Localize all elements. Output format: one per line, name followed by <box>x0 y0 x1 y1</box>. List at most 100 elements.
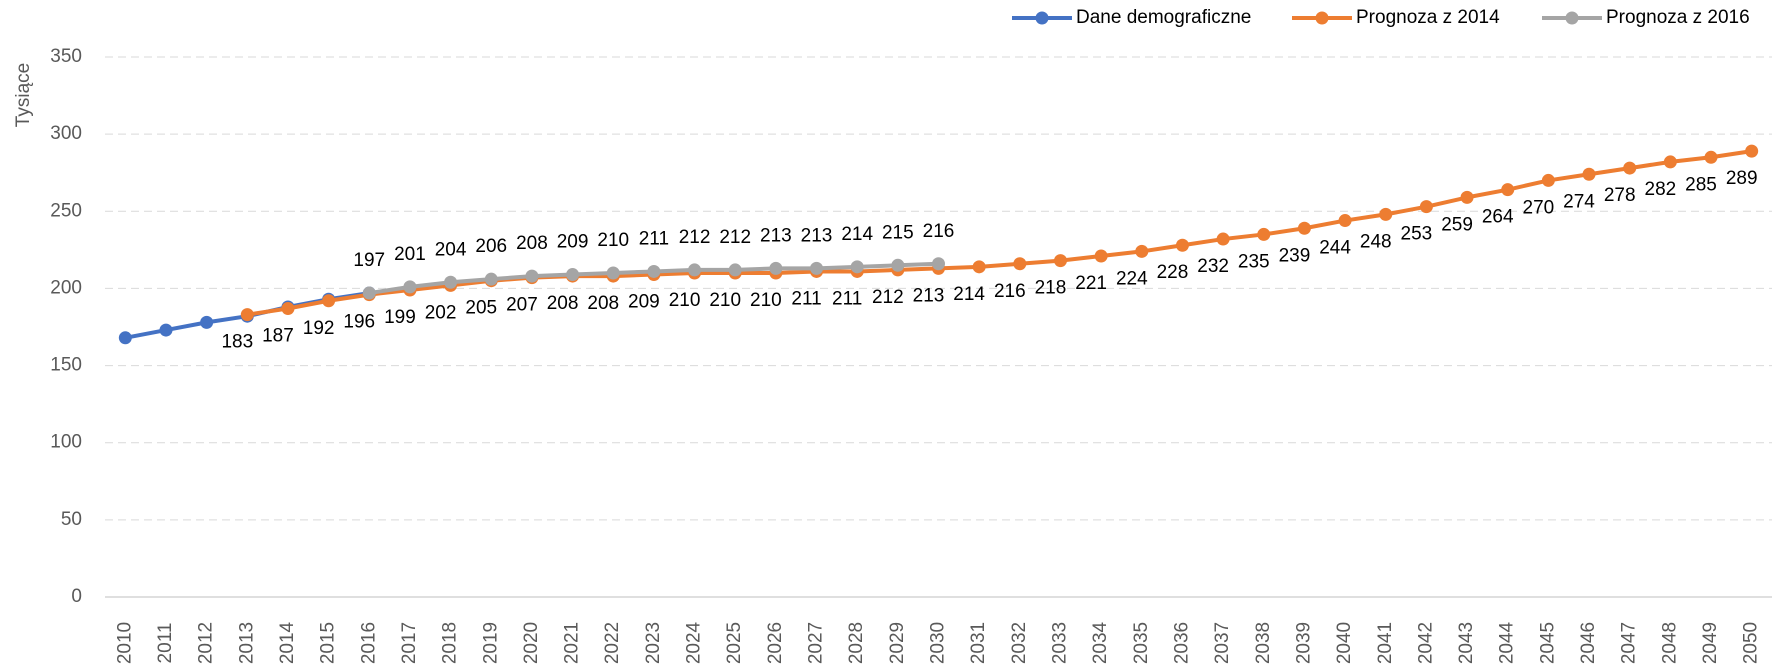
point <box>1379 207 1393 221</box>
data-label: 204 <box>435 239 467 260</box>
point <box>1013 257 1027 271</box>
point <box>606 266 620 280</box>
point <box>322 294 336 308</box>
data-label: 212 <box>719 227 751 248</box>
x-tick-label: 2046 <box>1578 622 1599 664</box>
x-tick-label: 2010 <box>114 622 135 664</box>
y-tick-label: 250 <box>50 200 82 221</box>
x-tick-label: 2013 <box>236 622 257 664</box>
x-tick-label: 2025 <box>724 622 745 664</box>
x-tick-label: 2020 <box>521 622 542 664</box>
legend-marker <box>1315 11 1329 25</box>
legend-label: Dane demograficzne <box>1076 7 1251 28</box>
point <box>159 323 173 337</box>
point <box>1663 155 1677 169</box>
data-label: 248 <box>1360 231 1392 252</box>
data-label: 208 <box>516 233 548 254</box>
data-label: 210 <box>709 290 741 311</box>
point <box>240 308 254 322</box>
data-label: 208 <box>587 293 619 314</box>
point <box>850 260 864 274</box>
data-label: 235 <box>1238 251 1270 272</box>
point <box>769 261 783 275</box>
data-label: 210 <box>750 290 782 311</box>
x-tick-label: 2032 <box>1009 622 1030 664</box>
x-tick-label: 2044 <box>1497 621 1518 664</box>
y-axis-label: Tysiące <box>13 63 34 127</box>
point <box>1338 214 1352 228</box>
x-tick-label: 2047 <box>1619 622 1640 664</box>
x-tick-label: 2031 <box>968 622 989 664</box>
point <box>1541 173 1555 187</box>
point <box>1216 232 1230 246</box>
y-tick-label: 50 <box>61 509 82 530</box>
data-label: 201 <box>394 244 426 265</box>
point <box>1704 150 1718 164</box>
data-label: 253 <box>1401 224 1433 245</box>
x-tick-label: 2022 <box>602 622 623 664</box>
point <box>810 261 824 275</box>
x-tick-label: 2019 <box>480 622 501 664</box>
data-label: 208 <box>547 293 579 314</box>
data-label: 212 <box>872 287 904 308</box>
data-label: 213 <box>913 285 945 306</box>
point <box>1297 221 1311 235</box>
data-label: 209 <box>628 292 660 313</box>
point <box>1745 144 1759 158</box>
point <box>1175 238 1189 252</box>
y-tick-label: 350 <box>50 46 82 67</box>
x-tick-label: 2041 <box>1375 622 1396 664</box>
point <box>362 286 376 300</box>
y-tick-label: 300 <box>50 123 82 144</box>
data-label: 213 <box>760 225 792 246</box>
point <box>1623 161 1637 175</box>
x-tick-label: 2035 <box>1131 622 1152 664</box>
x-tick-label: 2033 <box>1049 622 1070 664</box>
data-label: 187 <box>262 326 294 347</box>
x-tick-label: 2050 <box>1741 622 1762 664</box>
x-tick-label: 2049 <box>1700 622 1721 664</box>
data-label: 210 <box>669 290 701 311</box>
data-label: 192 <box>303 318 335 339</box>
data-label: 216 <box>923 221 955 242</box>
x-tick-label: 2043 <box>1456 622 1477 664</box>
legend-label: Prognoza z 2016 <box>1606 7 1750 28</box>
x-tick-label: 2027 <box>806 622 827 664</box>
point <box>688 263 702 277</box>
point <box>444 275 458 289</box>
data-label: 211 <box>639 228 669 249</box>
data-label: 205 <box>465 298 497 319</box>
point <box>891 258 905 272</box>
data-label: 282 <box>1645 179 1677 200</box>
point <box>281 301 295 315</box>
data-label: 209 <box>557 232 589 253</box>
y-tick-label: 150 <box>50 355 82 376</box>
point <box>1053 254 1067 268</box>
x-tick-label: 2037 <box>1212 622 1233 664</box>
data-label: 214 <box>841 224 873 245</box>
data-label: 216 <box>994 281 1026 302</box>
point <box>1582 167 1596 181</box>
data-label: 274 <box>1563 191 1595 212</box>
data-label: 210 <box>597 230 629 251</box>
data-label: 224 <box>1116 268 1148 289</box>
data-label: 213 <box>801 225 833 246</box>
point <box>1419 200 1433 214</box>
data-label: 232 <box>1197 256 1229 277</box>
x-tick-label: 2021 <box>562 622 583 664</box>
x-tick-label: 2016 <box>358 622 379 664</box>
data-label: 218 <box>1035 278 1067 299</box>
x-tick-label: 2018 <box>440 622 461 664</box>
point <box>118 331 132 345</box>
y-tick-label: 100 <box>50 432 82 453</box>
x-tick-label: 2036 <box>1171 622 1192 664</box>
data-label: 202 <box>425 302 457 323</box>
legend-label: Prognoza z 2014 <box>1356 7 1500 28</box>
data-label: 211 <box>791 288 821 309</box>
y-tick-label: 0 <box>71 586 82 607</box>
x-tick-label: 2015 <box>318 622 339 664</box>
point <box>728 263 742 277</box>
x-tick-label: 2017 <box>399 622 420 664</box>
data-label: 207 <box>506 295 538 316</box>
